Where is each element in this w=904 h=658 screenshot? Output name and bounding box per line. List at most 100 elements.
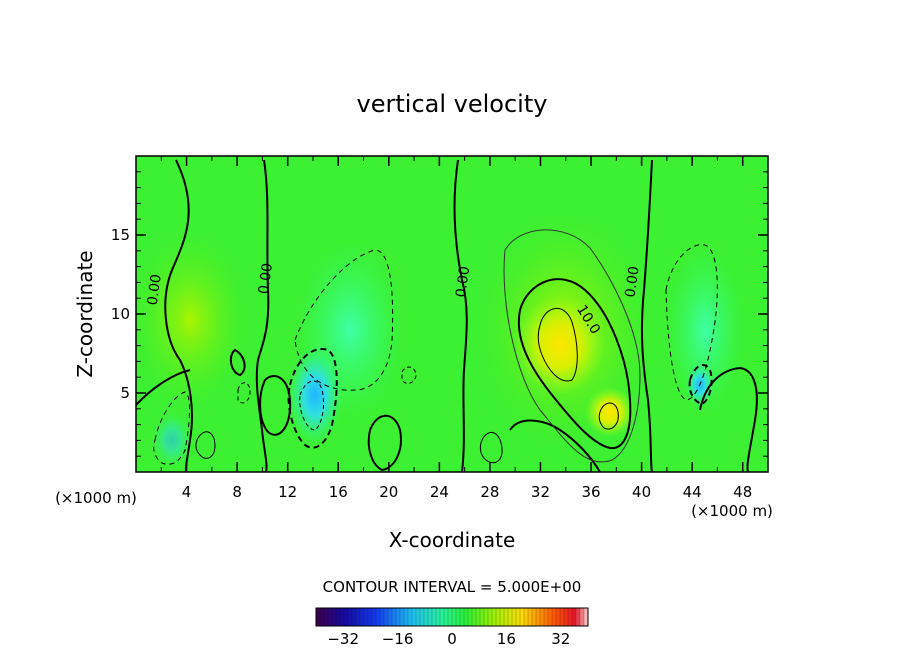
colorbar-cell: [448, 608, 453, 626]
zero-contour: [136, 369, 191, 406]
x-unit-right: (×1000 m): [691, 502, 773, 520]
x-tick-label: 32: [531, 483, 550, 501]
colorbar-cell: [532, 608, 537, 626]
colorbar-cell: [540, 608, 545, 626]
negative-contour: [294, 249, 394, 391]
colorbar-cell: [440, 608, 445, 626]
colorbar-cell: [492, 608, 497, 626]
colorbar-cell: [336, 608, 341, 626]
x-unit-left: (×1000 m): [55, 489, 137, 507]
colorbar-cell: [524, 608, 529, 626]
y-axis: 5 10 15: [111, 171, 768, 457]
positive-contour: [195, 431, 216, 459]
zero-contour: [640, 159, 653, 472]
colorbar-ticks: −32 −16 0 16 32: [327, 630, 570, 648]
colorbar-cell: [548, 608, 553, 626]
zero-contour: [164, 159, 193, 472]
colorbar-cell: [484, 608, 489, 626]
downdraft-core: [152, 412, 192, 468]
colorbar-cell: [328, 608, 333, 626]
colorbar-cell: [436, 608, 441, 626]
colorbar-frame: [315, 607, 589, 627]
x-tick-label: 36: [581, 483, 600, 501]
colorbar-cell: [404, 608, 409, 626]
contour-interval: CONTOUR INTERVAL = 5.000E+00: [323, 578, 582, 596]
y-axis-label: Z-coordinate: [73, 250, 97, 377]
contour-label: 0.00: [256, 262, 276, 295]
zero-contour: [699, 366, 758, 472]
positive-contour: [503, 229, 641, 463]
downdraft-core: [287, 345, 343, 445]
colorbar-cell: [480, 608, 485, 626]
contour-label: 0.00: [453, 265, 473, 298]
zero-contour: [229, 348, 246, 377]
colorbar-cell: [372, 608, 377, 626]
colorbar-cell: [560, 608, 565, 626]
colorbar-cell: [360, 608, 365, 626]
colorbar-cell: [464, 608, 469, 626]
colorbar-cell: [380, 608, 385, 626]
colorbar-cell: [356, 608, 361, 626]
heatmap-blob: [136, 230, 250, 410]
colorbar-cell: [316, 608, 321, 626]
colorbar-cell: [556, 608, 561, 626]
colorbar-cell: [320, 608, 325, 626]
colorbar-cell: [528, 608, 533, 626]
updraft-core: [585, 387, 635, 437]
zero-contour: [255, 159, 270, 472]
positive-contour: [479, 432, 503, 464]
contour-15: [598, 402, 619, 430]
colorbar-cell: [564, 608, 569, 626]
colorbar: [315, 607, 589, 627]
x-tick-label: 24: [430, 483, 449, 501]
x-tick-label: 44: [683, 483, 702, 501]
colorbar-cell: [348, 608, 353, 626]
colorbar-cell: [400, 608, 405, 626]
colorbar-cell: [520, 608, 525, 626]
colorbar-cell: [324, 608, 329, 626]
zero-contour: [367, 414, 402, 472]
colorbar-cell: [576, 608, 581, 626]
colorbar-cell: [388, 608, 393, 626]
colorbar-cell: [364, 608, 369, 626]
colorbar-cell: [424, 608, 429, 626]
contour-10: [517, 278, 632, 450]
colorbar-cell: [568, 608, 573, 626]
x-axis-label: X-coordinate: [389, 528, 516, 552]
colorbar-cell: [384, 608, 389, 626]
negative-contour: [237, 382, 251, 404]
zero-contour: [509, 419, 601, 472]
colorbar-cell: [500, 608, 505, 626]
colorbar-cell: [472, 608, 477, 626]
colorbar-cell: [412, 608, 417, 626]
colorbar-tick-label: −32: [327, 630, 359, 648]
y-tick-label: 10: [111, 305, 130, 323]
colorbar-cell: [572, 608, 577, 626]
colorbar-cell: [508, 608, 513, 626]
colorbar-cell: [396, 608, 401, 626]
x-tick-label: 28: [480, 483, 499, 501]
colorbar-cell: [544, 608, 549, 626]
contour-label: 0.00: [145, 273, 165, 306]
heatmap-field: [136, 156, 768, 472]
colorbar-cell: [376, 608, 381, 626]
updraft-core: [515, 295, 605, 395]
colorbar-cell: [460, 608, 465, 626]
colorbar-cell: [416, 608, 421, 626]
negative-contour: [153, 391, 190, 465]
colorbar-cell: [392, 608, 397, 626]
zero-contour: [453, 159, 468, 472]
colorbar-cell: [468, 608, 473, 626]
colorbar-cell: [584, 608, 589, 626]
colorbar-cell: [408, 608, 413, 626]
colorbar-cell: [368, 608, 373, 626]
chart-title: vertical velocity: [357, 90, 548, 118]
colorbar-cell: [496, 608, 501, 626]
colorbar-cell: [432, 608, 437, 626]
x-tick-label: 4: [182, 483, 192, 501]
x-tick-label: 12: [278, 483, 297, 501]
colorbar-cell: [488, 608, 493, 626]
colorbar-cell: [476, 608, 481, 626]
